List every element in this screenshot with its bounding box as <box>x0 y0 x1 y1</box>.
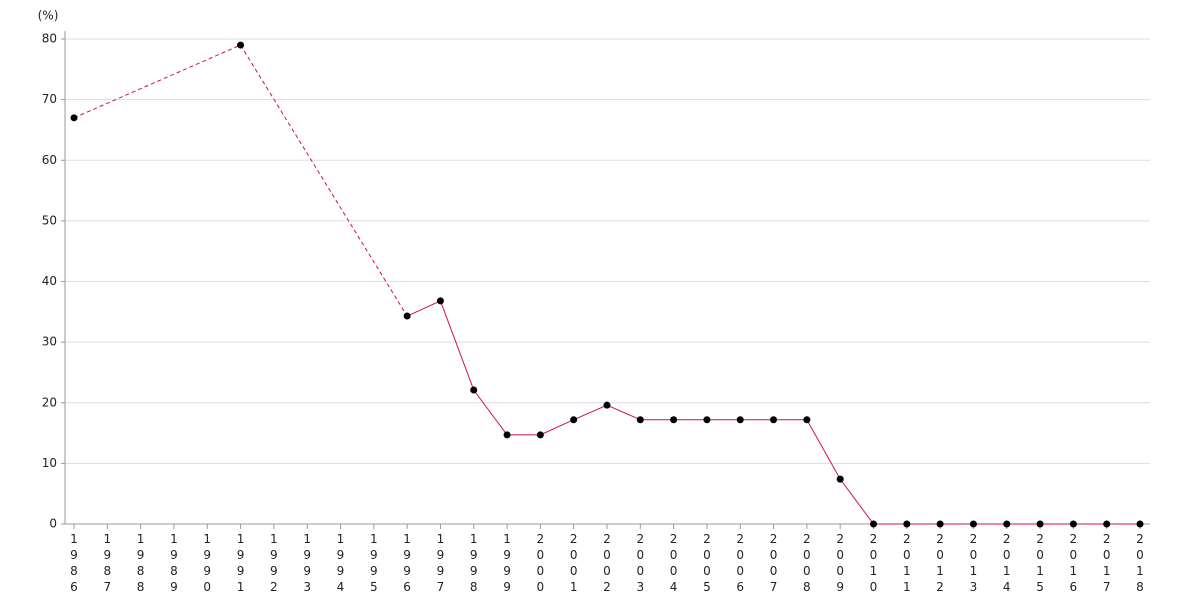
y-tick-label: 0 <box>49 517 57 531</box>
x-tick-label: 2015 <box>1033 532 1047 596</box>
x-tick-label: 2002 <box>600 532 614 596</box>
point <box>969 520 977 528</box>
x-tick-label: 2017 <box>1100 532 1114 596</box>
x-tick-label: 1988 <box>134 532 148 596</box>
x-tick-label: 1987 <box>100 532 114 596</box>
point <box>703 416 711 424</box>
y-tick-label: 70 <box>42 92 57 106</box>
x-tick-label: 2016 <box>1066 532 1080 596</box>
x-tick-label: 1996 <box>400 532 414 596</box>
point <box>536 431 544 439</box>
x-tick-label: 2014 <box>1000 532 1014 596</box>
x-tick-label: 2010 <box>867 532 881 596</box>
gap-line <box>73 44 241 119</box>
y-tick-label: 50 <box>42 213 57 227</box>
y-axis-label: (%) <box>38 9 59 23</box>
point <box>237 41 245 49</box>
x-tick-label: 2013 <box>966 532 980 596</box>
y-tick-label: 60 <box>42 153 57 167</box>
x-tick-label: 2008 <box>800 532 814 596</box>
x-tick-label: 2018 <box>1133 532 1147 596</box>
x-tick-label: 1995 <box>367 532 381 596</box>
x-tick-label: 1998 <box>467 532 481 596</box>
x-tick-label: 2007 <box>767 532 781 596</box>
point <box>803 416 811 424</box>
point <box>603 401 611 409</box>
point <box>1103 520 1111 528</box>
x-tick-label: 2003 <box>633 532 647 596</box>
x-tick-label: 2009 <box>833 532 847 596</box>
point <box>1069 520 1077 528</box>
y-tick-label: 20 <box>42 395 57 409</box>
x-tick-label: 2006 <box>733 532 747 596</box>
point <box>1003 520 1011 528</box>
point <box>436 297 444 305</box>
x-tick-label: 1997 <box>433 532 447 596</box>
x-tick-label: 2000 <box>533 532 547 596</box>
point <box>1136 520 1144 528</box>
x-tick-label: 1989 <box>167 532 181 596</box>
y-tick-label: 10 <box>42 456 57 470</box>
point <box>570 416 578 424</box>
gap-line <box>240 44 408 317</box>
x-tick-label: 2004 <box>667 532 681 596</box>
line <box>406 300 1140 525</box>
point <box>503 431 511 439</box>
y-tick-label: 40 <box>42 274 57 288</box>
point <box>736 416 744 424</box>
point <box>770 416 778 424</box>
x-tick-label: 2005 <box>700 532 714 596</box>
point <box>403 312 411 320</box>
x-tick-label: 1990 <box>200 532 214 596</box>
point <box>836 475 844 483</box>
x-tick-label: 1991 <box>234 532 248 596</box>
point <box>70 114 78 122</box>
point <box>936 520 944 528</box>
x-tick-label: 1994 <box>334 532 348 596</box>
point <box>1036 520 1044 528</box>
point <box>636 416 644 424</box>
x-tick-label: 1999 <box>500 532 514 596</box>
point <box>870 520 877 528</box>
x-tick-label: 1992 <box>267 532 281 596</box>
point <box>470 386 478 394</box>
x-tick-label: 1993 <box>300 532 314 596</box>
x-tick-label: 2011 <box>900 532 914 596</box>
x-tick-label: 2001 <box>567 532 581 596</box>
x-tick-label: 1986 <box>67 532 81 596</box>
x-tick-label: 2012 <box>933 532 947 596</box>
point <box>670 416 678 424</box>
y-tick-label: 30 <box>42 335 57 349</box>
y-tick-label: 80 <box>42 32 57 46</box>
point <box>903 520 911 528</box>
